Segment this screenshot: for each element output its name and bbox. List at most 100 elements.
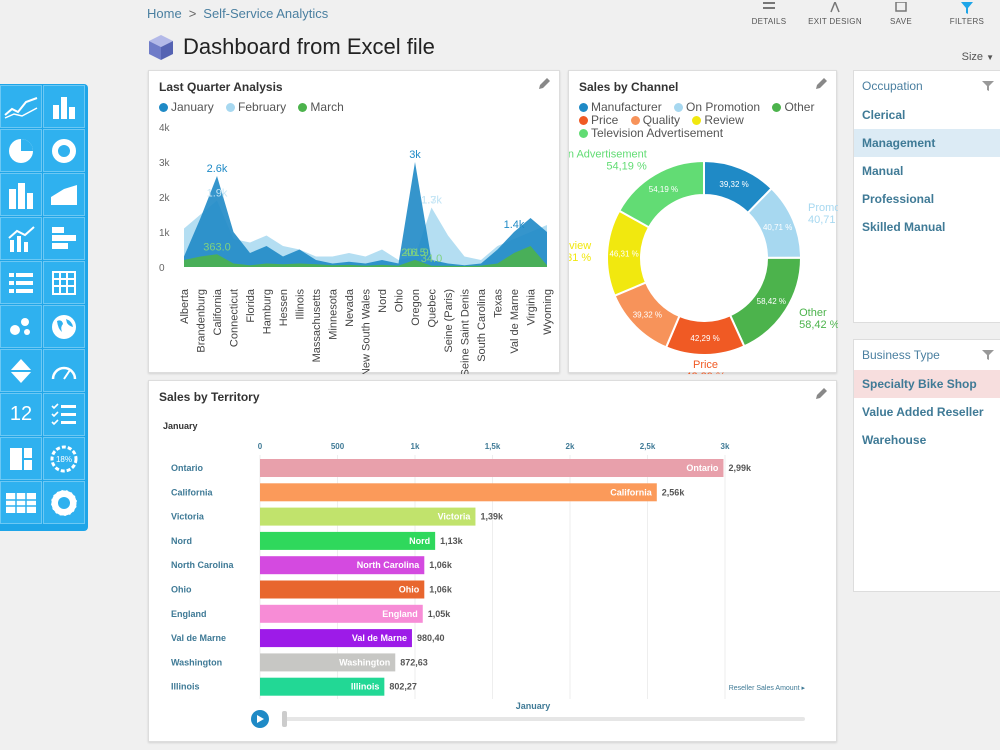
number-card-icon[interactable]: 12 [0,393,42,436]
size-label: Size [961,51,984,63]
legend-label: March [310,100,344,114]
slice-outer-label: Promotion [808,202,838,214]
line-chart-icon[interactable] [0,85,42,128]
legend-item[interactable]: Quality [630,113,681,127]
y-tick-label: 4k [159,123,171,134]
combo-chart-icon[interactable] [0,217,42,260]
filter-item-manual[interactable]: Manual [862,164,904,178]
data-label: 1.4k [504,219,525,231]
map-icon[interactable] [43,305,85,348]
legend-item[interactable]: March [298,100,344,114]
filter-header: Business Type [854,340,1000,370]
bar-value-label: 1,06k [429,585,453,595]
range-indicator-icon[interactable] [0,349,42,392]
funnel-icon[interactable] [982,350,994,360]
checklist-icon[interactable] [43,393,85,436]
donut-chart-icon[interactable] [43,129,85,172]
bar-category-label: England [171,609,207,619]
filter-item-specialty-bike-shop[interactable]: Specialty Bike Shop [854,370,1000,398]
bar-value-label: 2,99k [728,463,752,473]
legend-item[interactable]: February [226,100,286,114]
edit-pencil-icon[interactable] [814,77,828,91]
bar-inner-label: Illinois [351,682,380,692]
sales-by-territory-panel[interactable]: Sales by Territory January 0 500 1k 1,5k 2k 2,… [148,380,837,742]
filter-item-professional[interactable]: Professional [862,192,935,206]
horizontal-bar-icon[interactable] [43,217,85,260]
x-tick-label: Brandenburg [196,289,208,353]
legend-label: Review [704,113,744,127]
legend-label: On Promotion [686,100,761,114]
filter-item-warehouse[interactable]: Warehouse [862,433,927,447]
legend-item[interactable]: January [159,100,214,114]
business-type-filter: Business Type Specialty Bike Shop Value … [853,339,1000,592]
sales-by-channel-panel[interactable]: Sales by Channel Manufacturer On Promoti… [568,70,838,374]
legend-dot [579,129,588,138]
edit-pencil-icon[interactable] [814,387,828,401]
size-dropdown[interactable]: Size ▼ [962,51,994,63]
filter-icon [961,2,973,14]
slice-outer-label: Other [799,307,827,319]
x-tick-label: Virginia [526,288,538,325]
filter-item-skilled-manual[interactable]: Skilled Manual [862,220,946,234]
x-tick-label: Nord [377,289,389,313]
pivot-grid-icon[interactable] [43,261,85,304]
legend-item[interactable]: Manufacturer [579,100,662,114]
legend-item[interactable]: Price [579,113,618,127]
slice-outer-label: Television Advertisement [569,149,647,161]
bar-category-label: Ontario [171,463,204,473]
x-tick-label: Connecticut [229,289,241,347]
bar-value-label: 802,27 [389,682,417,692]
bar [260,629,412,648]
filter-item-value-added-reseller[interactable]: Value Added Reseller [862,405,984,419]
bar-value-label: 872,63 [400,657,428,667]
breadcrumb-home[interactable]: Home [147,6,182,21]
bar [260,653,396,672]
bar-chart-icon[interactable] [43,85,85,128]
legend-label: Quality [642,113,681,127]
x-tick-label: 500 [331,442,345,451]
area-chart-icon[interactable] [43,173,85,216]
x-tick-label: Alberta [179,288,191,324]
exit-design-button[interactable]: EXIT DESIGN [802,0,868,26]
area-series-march [184,246,547,267]
last-quarter-analysis-panel[interactable]: Last Quarter Analysis January February M… [148,70,560,374]
x-tick-label: Oregon [410,289,422,326]
bar-inner-label: North Carolina [357,560,420,570]
legend-item[interactable]: Review [692,113,744,127]
slice-outer-value: 46,31 % [569,252,591,264]
number-card-label: 12 [9,403,33,425]
bar-inner-label: Washington [339,657,390,667]
legend-item[interactable]: Other [772,100,814,114]
slice-outer-label: Price [693,359,718,371]
bar-category-label: Ohio [171,585,192,595]
bar-value-label: 1,13k [440,536,464,546]
chart-legend: Manufacturer On Promotion Other Price Qu… [579,101,834,140]
stacked-bar-icon[interactable] [0,173,42,216]
legend-item[interactable]: Television Advertisement [579,126,723,140]
details-button[interactable]: DETAILS [736,0,802,26]
filter-item-clerical[interactable]: Clerical [862,108,906,122]
save-button[interactable]: SAVE [868,0,934,26]
gauge-icon[interactable] [43,349,85,392]
timeline-handle[interactable] [282,711,287,727]
edit-pencil-icon[interactable] [537,77,551,91]
sunburst-icon[interactable] [43,481,85,524]
data-label: 201.9 [401,247,429,259]
x-tick-label: 1k [411,442,420,451]
data-label: 3k [409,149,421,161]
funnel-icon[interactable] [982,81,994,91]
slice-label: 39,32 % [719,180,748,189]
list-icon[interactable] [0,261,42,304]
treemap-icon[interactable] [0,437,42,480]
widget-toolbox: 12 18% [0,84,88,531]
breadcrumb-current[interactable]: Self-Service Analytics [203,6,329,21]
save-label: SAVE [890,17,912,26]
percent-gauge-icon[interactable]: 18% [43,437,85,480]
scatter-chart-icon[interactable] [0,305,42,348]
bar-value-label: 1,06k [429,560,453,570]
grid-icon[interactable] [0,481,42,524]
filters-button[interactable]: FILTERS [934,0,1000,26]
filter-item-management[interactable]: Management [854,129,1000,157]
legend-item[interactable]: On Promotion [674,100,760,114]
pie-chart-icon[interactable] [0,129,42,172]
